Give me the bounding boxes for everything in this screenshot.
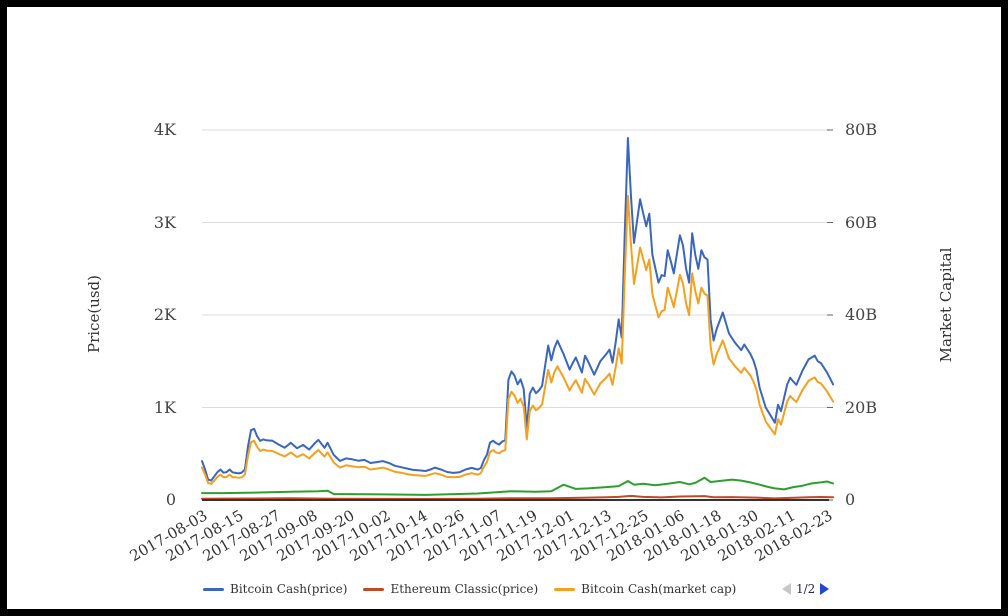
- legend-prev-button[interactable]: [782, 583, 791, 595]
- legend-line-marker: [363, 587, 385, 591]
- price-axis-tick-label: 0: [165, 490, 176, 509]
- series-line-green-series-legend-label-on-hidden-page-2-2: [201, 476, 835, 496]
- legend-page-indicator: 1/2: [796, 582, 816, 596]
- legend: Bitcoin Cash(price) Ethereum Classic(pric…: [203, 582, 736, 596]
- market-cap-axis-tick-label: 60B: [845, 212, 878, 232]
- market-cap-axis-tick-label: 0: [845, 490, 856, 509]
- legend-next-button[interactable]: [820, 583, 830, 595]
- legend-item-bitcoin-cash-market-cap[interactable]: Bitcoin Cash(market cap): [554, 582, 736, 596]
- market-cap-axis-tick-label: 80B: [845, 120, 878, 139]
- series-line-bitcoin-cash-market-cap: [201, 194, 835, 485]
- price-axis-tick-label: 1K: [153, 397, 176, 417]
- legend-item-ethereum-classic-price[interactable]: Ethereum Classic(price): [363, 582, 538, 596]
- market-cap-axis-tick-label: 20B: [845, 397, 878, 417]
- price-axis-tick-label: 4K: [153, 120, 176, 139]
- market-cap-axis-title: Market Capital: [937, 247, 955, 363]
- legend-item-bitcoin-cash-price[interactable]: Bitcoin Cash(price): [203, 582, 347, 596]
- legend-pager: 1/2: [782, 581, 830, 597]
- legend-item-label: Bitcoin Cash(market cap): [581, 582, 737, 596]
- series-line-bitcoin-cash-price: [201, 137, 835, 482]
- legend-item-label: Bitcoin Cash(price): [230, 582, 348, 596]
- market-cap-axis-tick-label: 40B: [845, 305, 878, 324]
- chart-plot-area[interactable]: [7, 7, 1008, 616]
- legend-item-label: Ethereum Classic(price): [390, 582, 539, 596]
- price-axis-tick-label: 3K: [153, 212, 176, 232]
- price-axis-tick-label: 2K: [153, 305, 176, 324]
- legend-line-marker: [203, 587, 224, 591]
- series-line-ethereum-classic-price: [201, 494, 835, 500]
- legend-line-marker: [554, 587, 576, 591]
- price-axis-title: Price(usd): [85, 274, 103, 354]
